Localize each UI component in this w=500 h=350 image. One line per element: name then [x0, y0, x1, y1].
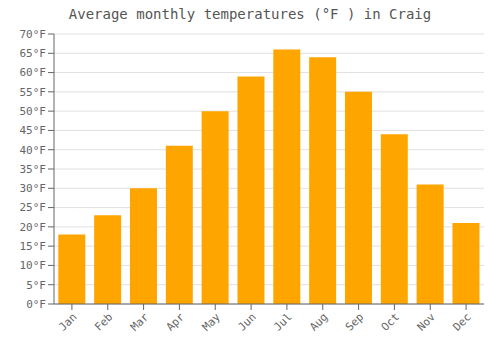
svg-text:Mar: Mar: [128, 310, 152, 334]
svg-text:35°F: 35°F: [20, 163, 47, 176]
svg-text:55°F: 55°F: [20, 86, 47, 99]
html-text:Average monthly temperatures (: Average monthly temperatures (°F ) in Cr…: [68, 6, 432, 22]
svg-text:15°F: 15°F: [20, 240, 47, 253]
svg-text:45°F: 45°F: [20, 124, 47, 137]
svg-text:10°F: 10°F: [20, 259, 47, 272]
svg-text:Feb: Feb: [92, 310, 115, 333]
svg-text:50°F: 50°F: [20, 105, 47, 118]
svg-text:60°F: 60°F: [20, 66, 47, 79]
svg-text:20°F: 20°F: [20, 221, 47, 234]
svg-text:70°F: 70°F: [20, 28, 47, 41]
svg-text:Jul: Jul: [271, 310, 294, 333]
svg-text:Dec: Dec: [450, 310, 473, 333]
svg-text:Nov: Nov: [415, 310, 439, 334]
svg-text:Aug: Aug: [307, 310, 330, 333]
svg-text:0°F: 0°F: [26, 298, 46, 311]
svg-text:65°F: 65°F: [20, 47, 47, 60]
svg-text:5°F: 5°F: [26, 279, 46, 292]
svg-text:Apr: Apr: [164, 310, 188, 334]
svg-text:Sep: Sep: [343, 310, 366, 333]
svg-text:Jun: Jun: [235, 310, 258, 333]
svg-text:May: May: [200, 310, 224, 334]
svg-text:Oct: Oct: [379, 310, 402, 333]
svg-text:25°F: 25°F: [20, 201, 47, 214]
svg-text:30°F: 30°F: [20, 182, 47, 195]
svg-text:Jan: Jan: [56, 310, 79, 333]
svg-text:40°F: 40°F: [20, 144, 47, 157]
